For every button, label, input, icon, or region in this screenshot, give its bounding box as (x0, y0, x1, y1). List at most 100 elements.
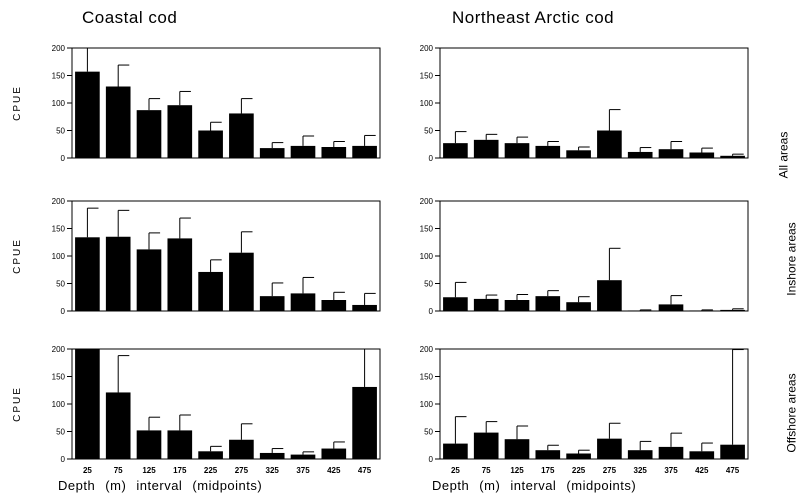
y-tick-label: 0 (429, 455, 434, 464)
bar (473, 432, 499, 459)
y-tick-label: 100 (420, 252, 434, 261)
x-tick-label: 425 (327, 466, 341, 475)
y-tick-label: 0 (61, 154, 66, 163)
y-tick-label: 0 (61, 455, 66, 464)
bar (321, 147, 347, 158)
bar (229, 439, 254, 459)
bar (504, 439, 530, 459)
x-tick-label: 25 (83, 466, 92, 475)
panel-3: 0 50 100 150 200 CPUE (12, 197, 381, 316)
y-tick-label: 50 (424, 428, 433, 437)
bar (321, 448, 347, 459)
bar (535, 145, 561, 158)
x-axis-label-left: Depth (m) interval (midpoints) (58, 478, 263, 493)
bar (504, 143, 530, 158)
bar (198, 130, 223, 158)
panel-2: 0 50 100 150 200 (420, 44, 749, 163)
y-tick-label: 50 (56, 127, 65, 136)
bar (443, 143, 468, 158)
y-tick-label: 200 (52, 345, 66, 354)
bar (535, 450, 561, 459)
y-tick-label: 150 (52, 373, 66, 382)
y-axis-label: CPUE (12, 85, 23, 121)
x-tick-label: 125 (142, 466, 156, 475)
bar (290, 293, 316, 311)
bar (136, 430, 162, 459)
bar (352, 145, 377, 158)
bar (198, 271, 223, 311)
bar (75, 71, 100, 158)
y-tick-label: 200 (420, 44, 434, 53)
x-tick-label: 125 (510, 466, 524, 475)
bar (321, 300, 347, 311)
bar (689, 310, 715, 311)
x-tick-label: 225 (572, 466, 586, 475)
bar (658, 446, 684, 459)
bar (259, 148, 285, 158)
panel-6: 0 50 100 150 200 25 75 125 175 225 275 325 375 425 475 (420, 345, 749, 475)
bar (658, 304, 684, 311)
y-tick-label: 150 (420, 373, 434, 382)
y-tick-label: 0 (429, 154, 434, 163)
x-tick-label: 175 (541, 466, 555, 475)
bar (352, 304, 377, 311)
y-tick-label: 100 (420, 400, 434, 409)
bar (229, 113, 254, 158)
col-title-arctic: Northeast Arctic cod (452, 8, 615, 27)
bar (105, 392, 131, 459)
x-tick-label: 325 (266, 466, 280, 475)
panel-5: 0 50 100 150 200 CPUE 25 75 125 175 225 275 325 375 42… (12, 345, 381, 475)
bar (443, 297, 468, 311)
y-tick-label: 200 (420, 345, 434, 354)
y-tick-label: 50 (424, 127, 433, 136)
bar (689, 451, 715, 459)
y-tick-label: 200 (420, 197, 434, 206)
x-tick-label: 475 (358, 466, 372, 475)
x-tick-label: 375 (664, 466, 678, 475)
bar (627, 450, 653, 459)
bar (167, 430, 193, 459)
bar (352, 386, 377, 459)
y-tick-label: 100 (52, 99, 66, 108)
bar (473, 139, 499, 158)
bar (658, 149, 684, 158)
x-tick-label: 175 (173, 466, 187, 475)
bar (75, 237, 100, 311)
bar (535, 296, 561, 311)
bar (473, 298, 499, 311)
bar (105, 236, 131, 311)
col-title-coastal: Coastal cod (82, 8, 178, 27)
x-tick-label: 75 (482, 466, 491, 475)
bar (689, 152, 715, 158)
bar (290, 145, 316, 158)
bar (627, 151, 653, 158)
y-tick-label: 100 (52, 400, 66, 409)
bar (720, 444, 745, 459)
x-tick-label: 75 (114, 466, 123, 475)
y-tick-label: 150 (420, 72, 434, 81)
bar (259, 296, 285, 311)
bar (167, 105, 193, 158)
y-tick-label: 150 (52, 225, 66, 234)
x-tick-label: 425 (695, 466, 709, 475)
y-tick-label: 50 (56, 280, 65, 289)
panel-1: 0 50 100 150 200 CPUE (12, 44, 381, 163)
y-tick-label: 150 (52, 72, 66, 81)
y-axis-label: CPUE (12, 238, 23, 274)
panel-4: 0 50 100 150 200 (420, 197, 749, 316)
x-tick-label: 325 (634, 466, 648, 475)
bar (290, 454, 316, 459)
y-tick-label: 100 (420, 99, 434, 108)
bar (597, 130, 622, 158)
x-tick-label: 275 (235, 466, 249, 475)
x-tick-label: 225 (204, 466, 218, 475)
y-tick-label: 50 (56, 428, 65, 437)
bar (720, 309, 745, 311)
bar (259, 452, 285, 459)
bar (597, 438, 622, 459)
bar (136, 249, 162, 311)
x-tick-label: 275 (603, 466, 617, 475)
y-tick-label: 0 (61, 307, 66, 316)
y-axis-label: CPUE (12, 386, 23, 422)
